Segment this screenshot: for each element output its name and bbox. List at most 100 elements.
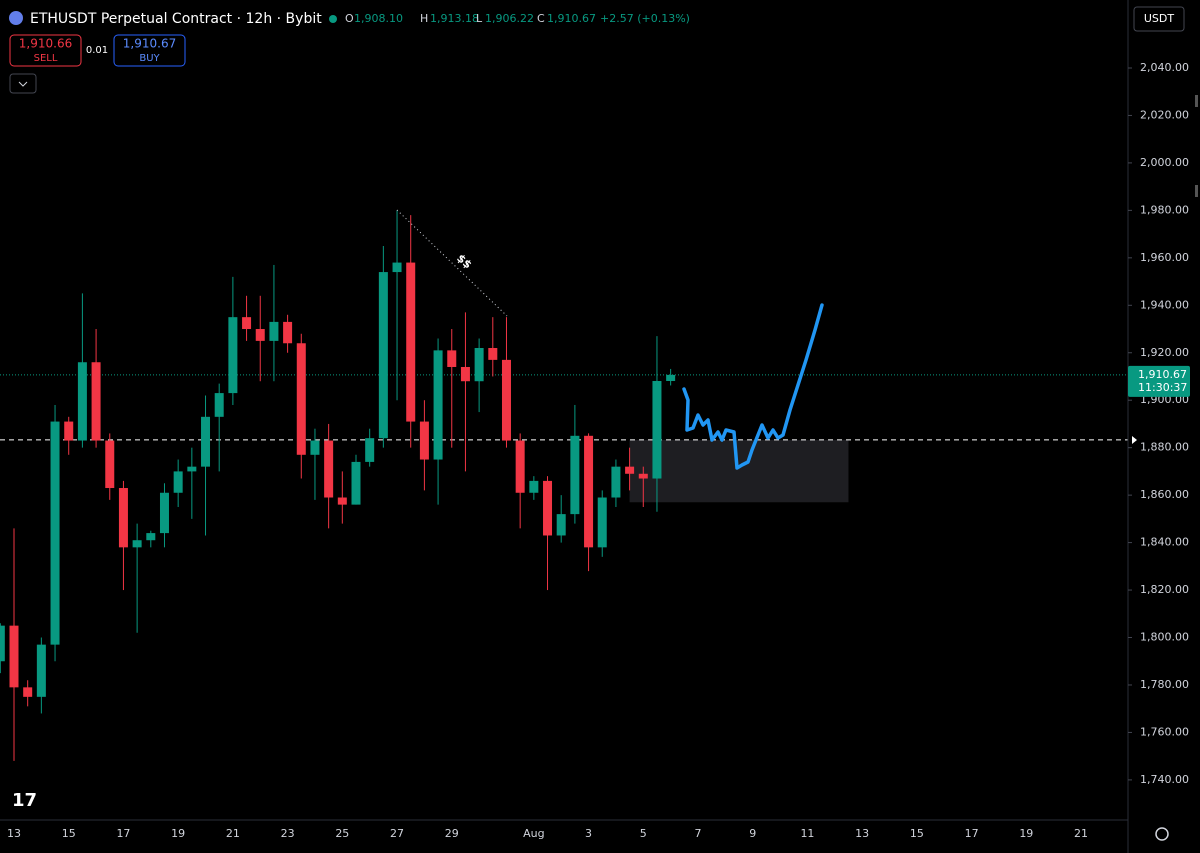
- ohlc-label: C: [537, 12, 545, 25]
- candle-body: [460, 366, 470, 382]
- trend-line: [396, 209, 508, 317]
- candle-body: [64, 421, 74, 441]
- ohlc: O 1,908.10 H 1,913.18L 1,906.22 C 1,910.67: [345, 12, 596, 25]
- candle-body: [242, 317, 252, 330]
- sell-label[interactable]: SELL: [34, 53, 58, 64]
- y-tick-label: 1,880.00: [1140, 441, 1189, 454]
- x-tick-label: 17: [965, 827, 979, 840]
- x-tick-label: 7: [695, 827, 702, 840]
- candle-body: [570, 435, 580, 515]
- x-tick-label: 11: [800, 827, 814, 840]
- x-tick-label: 27: [390, 827, 404, 840]
- x-tick-label: 21: [226, 827, 240, 840]
- ohlc-value: 1,908.10: [354, 12, 403, 25]
- spread: 0.01: [86, 45, 108, 56]
- candle-body: [392, 262, 402, 273]
- y-tick-label: 1,800.00: [1140, 631, 1189, 644]
- tv-logo: 17: [12, 790, 37, 811]
- x-tick-label: 29: [445, 827, 459, 840]
- y-tick-label: 1,960.00: [1140, 251, 1189, 264]
- x-tick-label: Aug: [523, 827, 544, 840]
- x-tick-label: 17: [116, 827, 130, 840]
- buy-button[interactable]: [113, 34, 186, 67]
- candle-body: [105, 440, 115, 489]
- x-tick-label: 23: [281, 827, 295, 840]
- y-tick-label: 1,860.00: [1140, 488, 1189, 501]
- y-tick-label: 2,020.00: [1140, 108, 1189, 121]
- candle-body: [488, 348, 498, 360]
- y-tick-label: 1,760.00: [1140, 725, 1189, 738]
- y-tick-label: 1,840.00: [1140, 536, 1189, 549]
- candle-body: [529, 480, 539, 493]
- sell-button[interactable]: [9, 34, 82, 67]
- candle-body: [228, 317, 238, 394]
- x-tick-label: 13: [7, 827, 21, 840]
- candle-body: [419, 421, 429, 460]
- ohlc-label: O: [345, 12, 354, 25]
- candle-body: [0, 625, 5, 662]
- change: +2.57 (+0.13%): [600, 12, 690, 25]
- y-tick-label: 1,780.00: [1140, 678, 1189, 691]
- candle-body: [324, 440, 334, 498]
- line-arrow: [1132, 436, 1137, 444]
- y-tick-label: 2,040.00: [1140, 61, 1189, 74]
- sell-price[interactable]: 1,910.66: [19, 37, 72, 51]
- status-dot: [329, 15, 337, 23]
- ohlc-value: 1,906.22: [485, 12, 534, 25]
- y-tick-label: 1,740.00: [1140, 773, 1189, 786]
- x-tick-label: 19: [1019, 827, 1033, 840]
- candle-body: [201, 416, 211, 467]
- y-tick-label: 2,000.00: [1140, 156, 1189, 169]
- candle-body: [50, 421, 60, 645]
- x-tick-label: 21: [1074, 827, 1088, 840]
- y-tick-label: 1,980.00: [1140, 203, 1189, 216]
- candle-body: [77, 362, 87, 441]
- candle-body: [23, 687, 33, 697]
- candle-body: [365, 438, 375, 462]
- candle-body: [597, 497, 607, 548]
- candle-body: [652, 380, 662, 479]
- currency-button[interactable]: [1133, 6, 1185, 32]
- candle-body: [118, 488, 128, 548]
- zone: [629, 439, 849, 503]
- candle-body: [433, 350, 443, 460]
- ohlc-label: L: [476, 12, 483, 25]
- candle-body: [447, 350, 457, 367]
- x-tick-label: 3: [585, 827, 592, 840]
- candle-body: [584, 435, 594, 548]
- candle-body: [187, 466, 197, 472]
- x-tick-label: 13: [855, 827, 869, 840]
- buy-price[interactable]: 1,910.67: [123, 37, 176, 51]
- ohlc-value: 1,910.67: [547, 12, 596, 25]
- candle-body: [255, 329, 265, 341]
- countdown: 11:30:37: [1138, 381, 1187, 394]
- candle-body: [625, 466, 635, 474]
- y-tick-label: 1,820.00: [1140, 583, 1189, 596]
- symbol-logo: [9, 11, 23, 25]
- candle-body: [296, 343, 306, 455]
- x-tick-label: 15: [62, 827, 76, 840]
- x-tick-label: 19: [171, 827, 185, 840]
- y-tick-label: 1,920.00: [1140, 346, 1189, 359]
- candle-body: [132, 540, 142, 548]
- y-tick-label: 1,940.00: [1140, 298, 1189, 311]
- collapse-button[interactable]: [9, 73, 37, 94]
- candle-body: [474, 348, 484, 382]
- symbol-title: ETHUSDT Perpetual Contract · 12h · Bybit: [30, 11, 322, 27]
- candle-body: [214, 393, 224, 417]
- candle-body: [543, 480, 553, 536]
- candle-body: [173, 471, 183, 493]
- x-tick-label: 15: [910, 827, 924, 840]
- candle-body: [611, 466, 621, 498]
- settings-icon[interactable]: [1155, 827, 1169, 841]
- candle-body: [310, 440, 320, 455]
- currency[interactable]: USDT: [1144, 12, 1175, 25]
- buy-label[interactable]: BUY: [139, 53, 160, 64]
- candle-body: [501, 359, 511, 441]
- candle-body: [36, 644, 46, 697]
- scroll-handle: [1195, 185, 1198, 197]
- candle-body: [406, 262, 416, 422]
- x-tick-label: 9: [749, 827, 756, 840]
- last-price-box: [1128, 365, 1190, 397]
- scroll-handle: [1195, 95, 1198, 107]
